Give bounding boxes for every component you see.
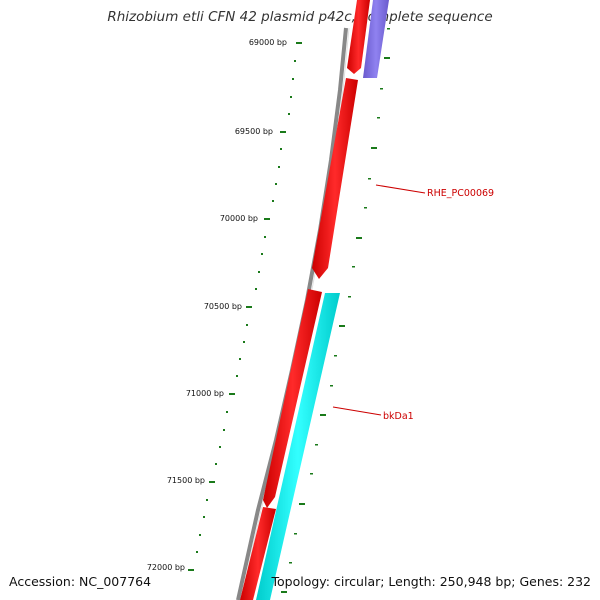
gene-label-rhe-pc00069[interactable]: RHE_PC00069 [427,188,494,199]
tick-label: 69000 bp [249,38,287,47]
gene-feature[interactable] [263,289,322,508]
tick-label: 69500 bp [235,127,273,136]
leader-line [375,184,426,194]
gene-label-group: RHE_PC00069 bkDa1 [332,184,494,422]
map-title: Rhizobium etli CFN 42 plasmid p42c, comp… [107,9,493,25]
tick-label: 70500 bp [204,302,242,311]
reverse-genes [256,0,389,600]
gene-feature[interactable] [363,0,389,78]
forward-genes [240,0,370,600]
gene-feature[interactable] [256,293,340,600]
leader-line [332,406,382,416]
summary-text: Topology: circular; Length: 250,948 bp; … [271,574,592,589]
tick-labels: 69000 bp 69500 bp 70000 bp 70500 bp 7100… [147,38,287,572]
outer-scale [281,28,390,593]
inner-scale [188,42,302,571]
gene-feature[interactable] [240,507,276,600]
gene-feature[interactable] [312,78,358,279]
accession-text: Accession: NC_007764 [9,574,152,589]
tick-label: 70000 bp [220,214,258,223]
tick-label: 71500 bp [167,476,205,485]
gene-feature[interactable] [347,0,370,74]
tick-label: 71000 bp [186,389,224,398]
tick-label: 72000 bp [147,563,185,572]
gene-label-bkda1[interactable]: bkDa1 [383,411,414,422]
